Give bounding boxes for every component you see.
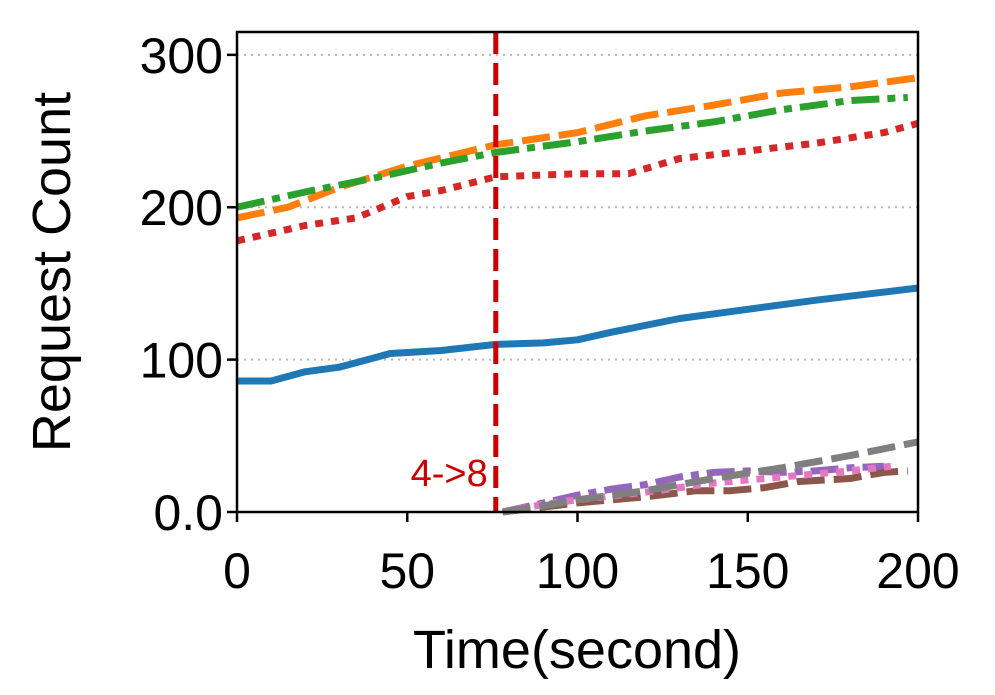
scale-event-label: 4->8 [411,453,488,495]
x-tick-label: 0 [223,543,251,599]
series-line-6 [502,467,909,516]
x-tick-label: 100 [536,543,619,599]
series-line-8 [502,438,919,516]
y-axis-label: Request Count [22,92,82,452]
series-line-2 [236,74,919,222]
x-tick-label: 50 [379,543,435,599]
series-lines [236,74,919,516]
y-tick-label: 100 [140,333,223,389]
grid-lines [237,53,918,361]
x-tick-label: 200 [876,543,959,599]
series-line-1 [237,284,919,385]
series-line-3 [236,94,908,211]
y-tick-label: 200 [140,180,223,236]
y-tick-label: 300 [140,28,223,84]
series-line-7 [501,462,892,516]
x-axis-label: Time(second) [413,620,741,680]
x-tick-label: 150 [706,543,789,599]
scale-event-marker: 4->8 [411,32,499,512]
axis-ticks: 0 50 100 150 200 0.0 100 200 300 [140,28,960,599]
y-tick-label: 0.0 [153,485,223,541]
